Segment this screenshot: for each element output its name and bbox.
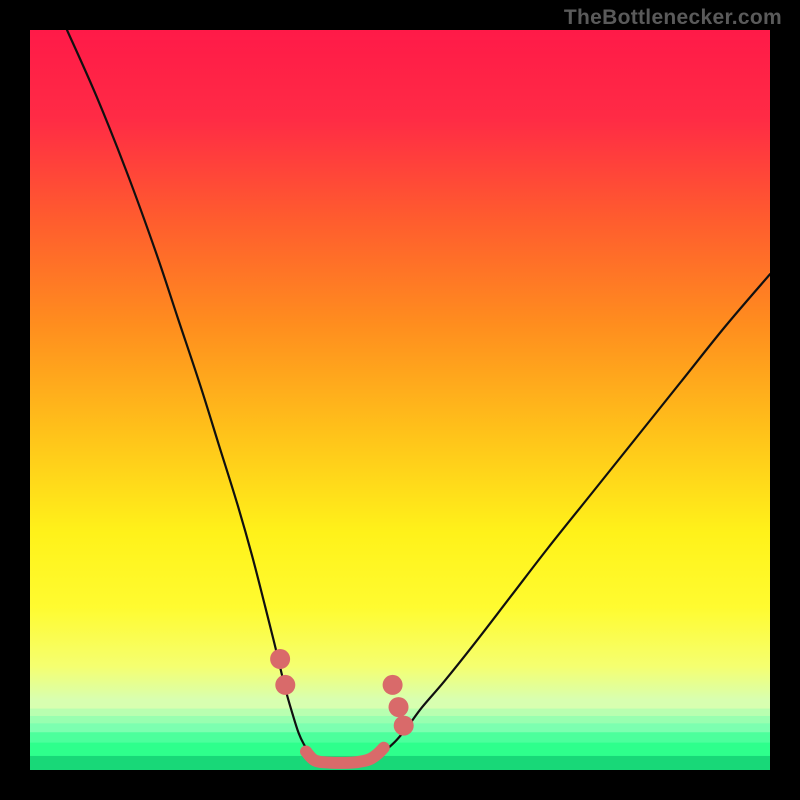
chart-background bbox=[30, 30, 770, 770]
marker-right bbox=[383, 675, 403, 695]
marker-right bbox=[394, 716, 414, 736]
marker-left bbox=[270, 649, 290, 669]
chart-plot-area bbox=[30, 30, 770, 770]
watermark-text: TheBottlenecker.com bbox=[564, 6, 782, 30]
marker-left bbox=[275, 675, 295, 695]
chart-svg bbox=[30, 30, 770, 770]
marker-right bbox=[389, 697, 409, 717]
